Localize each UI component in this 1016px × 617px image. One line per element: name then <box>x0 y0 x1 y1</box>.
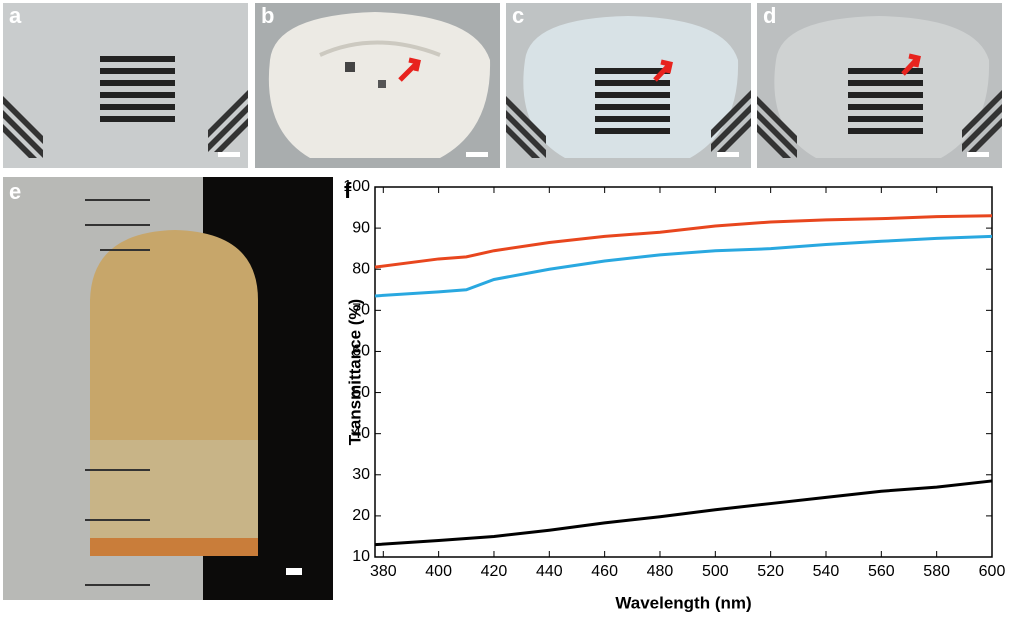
panel-label: d <box>763 3 776 28</box>
data-line <box>375 481 992 545</box>
photo-e <box>3 177 333 600</box>
x-axis-label: Wavelength (nm) <box>615 593 751 612</box>
photo-d <box>757 3 1002 168</box>
data-line <box>375 236 992 296</box>
plot-frame <box>375 187 992 557</box>
y-tick-label: 30 <box>352 466 370 483</box>
y-tick-label: 90 <box>352 219 370 236</box>
panel-label: a <box>9 3 22 28</box>
x-tick-label: 440 <box>536 563 563 580</box>
photo-b <box>255 3 500 168</box>
x-tick-label: 400 <box>425 563 452 580</box>
y-axis-label: Transmittance (%) <box>345 299 364 445</box>
x-tick-label: 520 <box>757 563 784 580</box>
panel-label: e <box>9 179 21 204</box>
y-tick-label: 100 <box>343 178 370 195</box>
figure: abcdef1020304050607080901003804004204404… <box>0 0 1016 617</box>
x-tick-label: 600 <box>979 563 1006 580</box>
y-tick-label: 80 <box>352 260 370 277</box>
y-tick-label: 10 <box>352 548 370 565</box>
photo-a <box>3 3 248 168</box>
y-tick-label: 20 <box>352 507 370 524</box>
x-tick-label: 460 <box>591 563 618 580</box>
panel-label: c <box>512 3 524 28</box>
x-tick-label: 560 <box>868 563 895 580</box>
panel-label: b <box>261 3 274 28</box>
x-tick-label: 420 <box>481 563 508 580</box>
photo-c <box>506 3 751 168</box>
x-tick-label: 480 <box>647 563 674 580</box>
x-tick-label: 500 <box>702 563 729 580</box>
x-tick-label: 540 <box>813 563 840 580</box>
x-tick-label: 380 <box>370 563 397 580</box>
x-tick-label: 580 <box>923 563 950 580</box>
